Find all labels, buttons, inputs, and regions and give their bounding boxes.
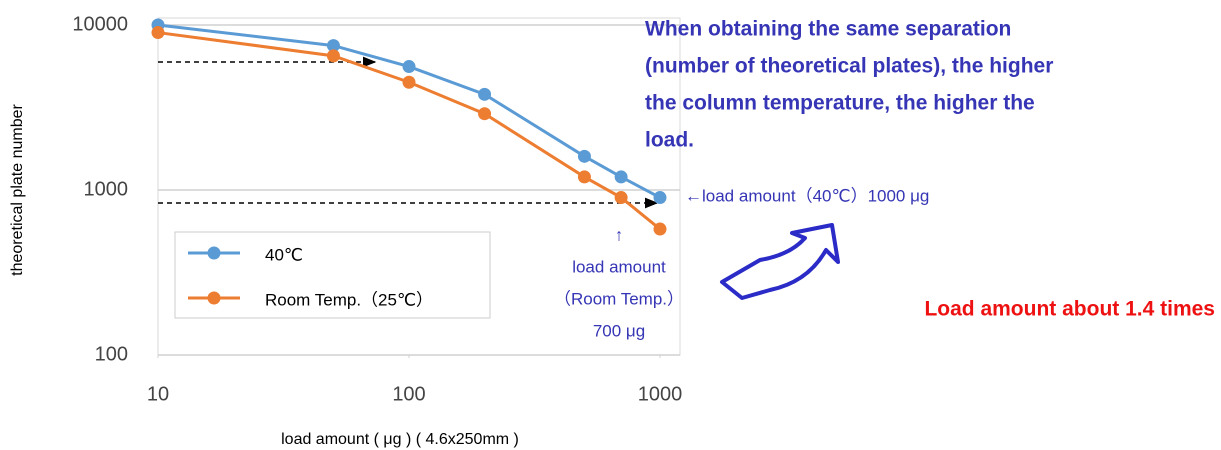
y-axis-title: theoretical plate number: [9, 104, 26, 276]
data-point: [653, 191, 667, 205]
data-point: [614, 170, 628, 184]
legend-label: Room Temp.（25℃）: [265, 290, 433, 309]
data-point: [478, 107, 492, 121]
data-point: [614, 191, 628, 205]
data-point: [326, 49, 340, 63]
y-tick-label: 1000: [84, 178, 129, 200]
plot-area: [157, 17, 681, 358]
x-tick-label: 100: [392, 383, 425, 405]
data-point: [577, 170, 591, 184]
data-point: [402, 75, 416, 89]
data-point: [478, 87, 492, 101]
annotation: load.: [645, 129, 694, 152]
annotation: ↑: [615, 225, 624, 244]
annotation: ←load amount（40℃）1000 μg: [685, 186, 929, 205]
annotation: （Room Temp.）: [554, 289, 684, 308]
curved-arrow: [720, 223, 840, 300]
data-point: [402, 60, 416, 74]
annotation: the column temperature, the higher the: [645, 92, 1035, 115]
data-point: [326, 39, 340, 53]
data-point: [653, 222, 667, 236]
x-tick-label: 10: [147, 383, 169, 405]
x-tick-label: 1000: [638, 383, 683, 405]
annotation: When obtaining the same separation: [645, 18, 1011, 41]
annotation: 700 μg: [593, 321, 645, 340]
y-tick-label: 100: [95, 343, 128, 365]
data-point: [577, 149, 591, 163]
annotation: load amount: [572, 257, 666, 276]
legend-label: 40℃: [265, 245, 303, 264]
annotation: (number of theoretical plates), the high…: [645, 55, 1053, 78]
data-point: [151, 26, 165, 40]
annotation: Load amount about 1.4 times: [924, 298, 1215, 321]
y-tick-label: 10000: [72, 13, 128, 35]
legend-box: [174, 231, 491, 319]
x-axis-title: load amount ( μg ) ( 4.6x250mm ): [281, 431, 519, 448]
legend-marker: [207, 291, 221, 305]
legend-marker: [207, 246, 221, 260]
